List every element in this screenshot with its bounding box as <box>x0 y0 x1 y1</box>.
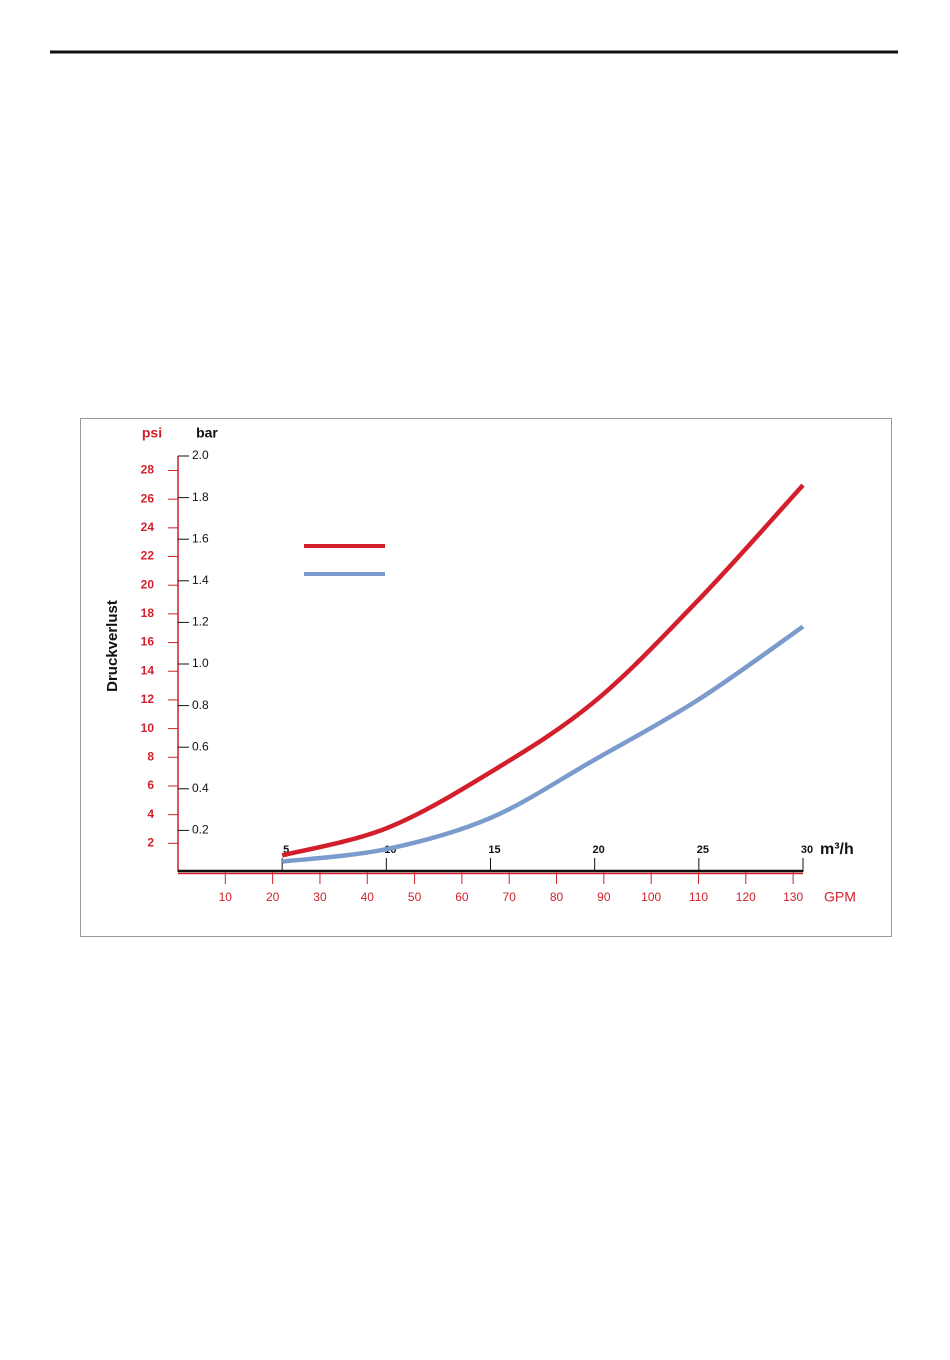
x2-tick-label: 20 <box>266 890 280 904</box>
x2-tick-label: 40 <box>361 890 375 904</box>
y-tick-label: 1.0 <box>192 656 209 670</box>
y2-tick-label: 28 <box>141 463 155 477</box>
y2-unit: psi <box>142 425 162 441</box>
y-tick-label: 0.8 <box>192 698 209 712</box>
series-line <box>281 483 805 858</box>
x2-tick-label: 110 <box>689 890 708 904</box>
y2-tick-label: 6 <box>147 778 154 792</box>
y-tick-label: 1.4 <box>192 573 209 587</box>
y2-tick-label: 16 <box>141 635 155 649</box>
x2-tick-label: 50 <box>408 890 422 904</box>
y2-tick-label: 10 <box>141 721 155 735</box>
x-tick-label: 5 <box>283 844 289 856</box>
y2-tick-label: 26 <box>141 491 155 505</box>
y2-tick-label: 24 <box>141 520 155 534</box>
y-tick-label: 1.6 <box>192 531 209 545</box>
x-tick-label: 25 <box>697 844 709 856</box>
y2-tick-label: 12 <box>141 692 155 706</box>
y2-tick-label: 2 <box>147 835 154 849</box>
x-tick-label: 15 <box>488 844 500 856</box>
x2-unit: GPM <box>824 889 856 905</box>
x-tick-label: 20 <box>593 844 605 856</box>
y-tick-label: 0.2 <box>192 823 209 837</box>
series-line <box>281 624 805 864</box>
y-axis-title: Druckverlust <box>104 600 121 692</box>
y2-tick-label: 22 <box>141 549 155 563</box>
x2-tick-label: 80 <box>550 890 564 904</box>
y-tick-label: 0.4 <box>192 781 209 795</box>
x2-tick-label: 130 <box>783 890 803 904</box>
x2-tick-label: 70 <box>503 890 517 904</box>
x-unit: m³/h <box>820 841 854 858</box>
x2-tick-label: 100 <box>641 890 661 904</box>
y-tick-label: 1.8 <box>192 490 209 504</box>
y-unit: bar <box>196 425 218 441</box>
y-tick-label: 2.0 <box>192 448 209 462</box>
x2-tick-label: 60 <box>455 890 469 904</box>
y2-tick-label: 20 <box>141 577 155 591</box>
y2-tick-label: 8 <box>147 749 154 763</box>
y2-tick-label: 14 <box>141 663 155 677</box>
x-tick-label: 30 <box>801 844 813 856</box>
x2-tick-label: 90 <box>597 890 611 904</box>
y2-tick-label: 4 <box>147 807 154 821</box>
chart-frame <box>80 418 892 937</box>
x2-tick-label: 120 <box>736 890 756 904</box>
y-tick-label: 0.6 <box>192 739 209 753</box>
y2-tick-label: 18 <box>141 606 155 620</box>
y-tick-label: 1.2 <box>192 615 209 629</box>
x2-tick-label: 30 <box>313 890 327 904</box>
x2-tick-label: 10 <box>219 890 233 904</box>
chart: psi bar Druckverlust m³/h GPM <box>104 425 856 905</box>
